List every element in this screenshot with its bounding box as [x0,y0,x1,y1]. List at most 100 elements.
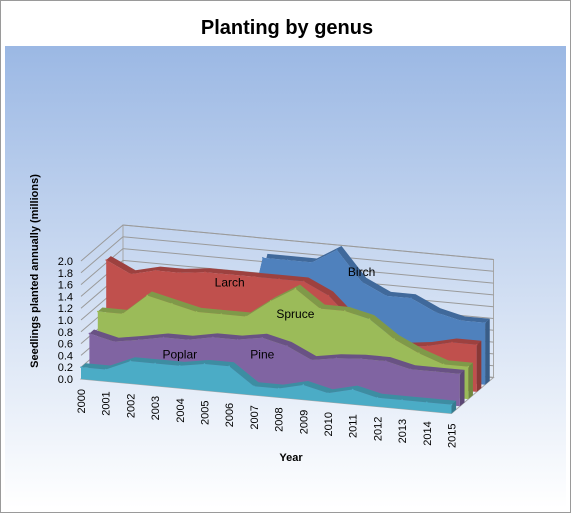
data-point [401,399,403,401]
series-end-shade [468,362,473,400]
data-point [129,360,132,362]
data-point [245,315,247,318]
y-tick-label: 0.4 [58,350,73,362]
data-point [467,365,470,368]
data-point [335,357,338,360]
data-point [195,311,198,313]
data-point [376,396,379,399]
x-tick-label: 2005 [200,401,212,425]
series-end-cap [451,400,457,414]
data-point [204,271,206,274]
data-point [327,294,330,297]
y-tick-labels: 0.00.20.40.60.81.01.21.41.61.82.0 [58,256,73,386]
series-end-shade [485,318,490,385]
gridline [80,224,494,262]
data-point [451,341,453,344]
data-point [418,352,420,355]
series-label-larch: Larch [215,275,245,289]
data-point [434,370,437,373]
data-point [426,401,428,404]
x-tick-label: 2002 [125,394,137,418]
series-label-poplar: Poplar [162,348,197,362]
data-point [121,313,124,315]
data-point [277,387,280,390]
series-label-pine: Pine [250,347,274,361]
data-point [360,280,363,283]
chart-title: Planting by genus [201,17,373,39]
series-top-shade [89,329,465,374]
data-point [97,310,99,313]
data-point [344,310,346,312]
series-end-shade [459,369,465,407]
data-point [203,363,206,365]
x-tick-label: 2014 [422,421,434,445]
y-tick-label: 2.0 [58,256,73,268]
series-front-face [89,333,460,407]
data-point [459,319,462,322]
data-point [294,287,297,290]
data-point [162,336,165,339]
y-tick-label: 0.2 [58,362,73,374]
data-point [286,345,288,347]
series-end-cap [485,318,490,385]
data-point [146,294,148,297]
data-point [450,403,453,406]
x-tick-label: 2015 [447,424,459,448]
data-point [88,332,91,335]
data-point [286,259,289,261]
series-end-shade [451,400,457,414]
data-point [475,343,478,346]
series-top-surface [81,357,457,405]
data-point [228,365,230,368]
y-tick-label: 0.0 [58,374,73,386]
data-point [393,338,396,340]
x-tick-label: 2003 [150,396,162,420]
data-point [385,295,388,297]
data-point [302,384,305,386]
y-tick-label: 1.6 [58,280,73,292]
series-end-cap [476,340,482,392]
y-tick-label: 1.0 [58,315,73,327]
x-tick-label: 2013 [397,419,409,443]
data-point [80,366,82,369]
y-axis-label: Seedlings planted annually (millions) [29,174,41,368]
data-point [104,368,107,371]
data-point [410,297,412,299]
y-tick-label: 0.6 [58,339,73,351]
series-layer [80,245,490,414]
data-point [130,273,132,275]
data-point [179,272,182,274]
series-label-spruce: Spruce [276,307,314,321]
data-point [253,276,256,278]
data-point [253,385,255,388]
x-tick-labels: 2000 2001 2002 2003 2004 2005 2006 2007 2008 2009… [76,389,459,448]
x-tick-label: 2009 [298,410,310,434]
x-tick-label: 2001 [101,391,113,415]
data-point [459,373,461,375]
data-point [484,321,486,324]
data-point [409,368,412,371]
data-point [228,273,231,276]
x-tick-label: 2006 [224,403,236,427]
series-end-shade [476,340,482,392]
y-tick-label: 1.4 [58,291,73,303]
x-tick-label: 2011 [348,414,360,438]
data-point [105,259,107,261]
series-top-surface [89,329,465,374]
data-point [154,362,156,365]
data-point [319,307,321,310]
gridline [80,248,494,285]
x-tick-label: 2000 [76,389,88,413]
data-point [154,269,157,272]
data-point [179,364,181,367]
x-tick-label: 2010 [323,412,335,436]
series-labels: Poplar Pine Spruce Larch Birch [162,265,375,362]
x-axis-label: Year [279,452,303,464]
data-point [311,261,314,264]
data-point [426,345,429,347]
y-tick-label: 1.8 [58,268,73,280]
series-end-cap [459,369,465,407]
data-point [269,300,272,302]
